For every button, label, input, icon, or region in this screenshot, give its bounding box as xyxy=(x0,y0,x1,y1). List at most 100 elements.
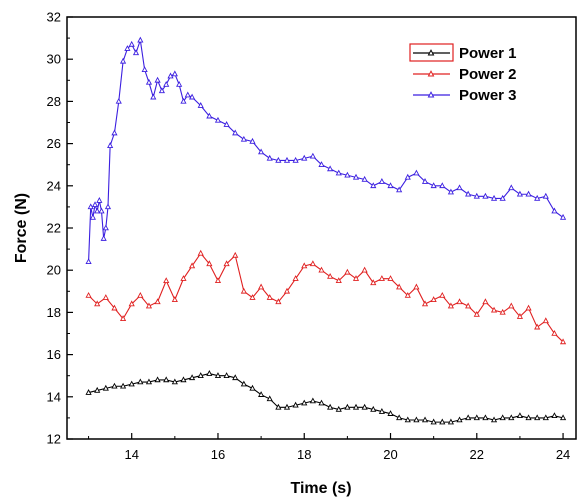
data-point xyxy=(275,156,282,163)
data-point xyxy=(240,135,247,142)
data-point xyxy=(318,266,325,273)
data-point xyxy=(430,418,437,425)
data-point xyxy=(499,194,506,201)
series-3 xyxy=(85,36,567,265)
data-point xyxy=(85,258,92,265)
data-point xyxy=(534,414,541,421)
data-point xyxy=(137,291,144,298)
data-point xyxy=(102,224,109,231)
data-point xyxy=(430,182,437,189)
data-point xyxy=(361,175,368,182)
data-point xyxy=(387,410,394,416)
data-point xyxy=(490,306,498,313)
series-line xyxy=(88,252,564,343)
data-point xyxy=(327,403,334,410)
data-point xyxy=(154,76,161,83)
y-tick-label: 32 xyxy=(47,10,61,25)
data-point xyxy=(551,207,558,214)
y-tick-label: 12 xyxy=(47,432,61,447)
x-tick-label: 24 xyxy=(556,447,570,462)
x-tick-label: 22 xyxy=(470,447,484,462)
data-point xyxy=(240,380,247,387)
data-point xyxy=(150,93,157,100)
data-point xyxy=(396,186,403,193)
y-tick-label: 26 xyxy=(47,136,61,151)
data-point xyxy=(456,184,463,191)
data-point xyxy=(137,378,144,385)
data-point xyxy=(258,148,265,155)
data-point xyxy=(525,414,532,421)
legend-swatch-marker xyxy=(427,70,435,77)
data-point xyxy=(551,329,558,336)
data-point xyxy=(275,298,282,305)
data-point xyxy=(456,416,463,423)
series-layer xyxy=(85,36,567,425)
data-point xyxy=(184,91,191,98)
data-point xyxy=(413,416,420,423)
y-tick-label: 14 xyxy=(47,389,61,404)
data-point xyxy=(85,291,92,298)
data-point xyxy=(430,296,437,303)
data-point xyxy=(473,414,480,421)
data-point xyxy=(378,408,385,414)
data-point xyxy=(94,386,101,393)
data-point xyxy=(508,184,515,191)
data-point xyxy=(482,192,489,199)
data-point xyxy=(128,40,135,47)
data-point xyxy=(223,372,230,378)
data-point xyxy=(499,414,506,421)
data-point xyxy=(534,194,541,201)
data-point xyxy=(283,403,291,410)
data-point xyxy=(163,376,170,383)
data-point xyxy=(378,275,385,281)
data-point xyxy=(102,384,109,391)
data-point xyxy=(361,266,368,273)
data-point xyxy=(214,372,222,378)
data-point xyxy=(163,80,170,87)
data-point xyxy=(421,300,429,307)
data-point xyxy=(404,291,411,298)
data-point xyxy=(232,251,239,258)
data-point xyxy=(490,416,498,423)
data-point xyxy=(301,154,308,161)
data-point xyxy=(197,249,204,256)
data-point xyxy=(387,275,394,281)
data-point xyxy=(499,308,506,315)
data-point xyxy=(309,397,316,404)
data-point xyxy=(197,372,204,378)
series-2 xyxy=(85,249,567,345)
data-point xyxy=(559,338,567,345)
data-point xyxy=(180,97,187,104)
data-point xyxy=(85,389,92,395)
y-tick-label: 22 xyxy=(47,221,61,236)
x-axis-label: Time (s) xyxy=(290,480,351,497)
data-point xyxy=(171,378,178,385)
data-point xyxy=(89,213,96,220)
data-point xyxy=(96,197,103,203)
data-point xyxy=(275,403,282,410)
data-point xyxy=(283,287,291,294)
data-point xyxy=(141,66,148,73)
data-point xyxy=(370,405,377,412)
data-point xyxy=(344,403,351,410)
data-point xyxy=(111,129,118,136)
data-point xyxy=(387,182,394,189)
x-tick-label: 18 xyxy=(297,447,311,462)
data-point xyxy=(206,260,213,267)
data-point xyxy=(266,294,273,300)
data-point xyxy=(490,194,498,201)
data-point xyxy=(352,403,360,410)
data-point xyxy=(111,382,118,389)
data-point xyxy=(421,178,429,184)
data-point xyxy=(87,203,94,210)
legend-item: Power 1 xyxy=(413,45,517,62)
data-point xyxy=(534,323,541,330)
data-point xyxy=(447,302,454,309)
data-point xyxy=(249,384,256,391)
y-axis-ticks: 12 14 16 18 20 22 24 26 28 30 32 xyxy=(47,10,73,447)
data-point xyxy=(447,188,454,195)
data-point xyxy=(158,87,165,94)
data-point xyxy=(473,192,480,199)
y-tick-label: 30 xyxy=(47,52,61,67)
data-point xyxy=(335,405,342,412)
